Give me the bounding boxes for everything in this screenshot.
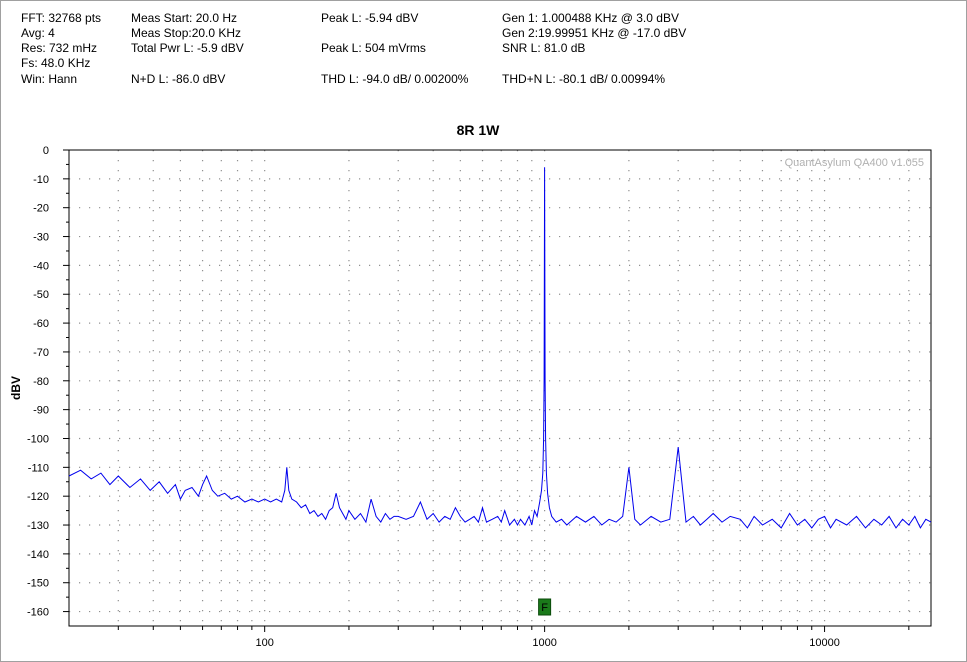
frequency-marker[interactable]: F (538, 598, 552, 616)
y-tick-label: -10 (33, 174, 49, 186)
y-tick-label: -70 (33, 347, 49, 359)
frequency-marker-label: F (541, 602, 548, 614)
y-tick-label: -150 (27, 578, 49, 590)
grid (69, 150, 931, 626)
y-tick-label: -50 (33, 289, 49, 301)
readout-avg: Avg: 4 (21, 26, 55, 40)
spectrum-series-line (68, 167, 932, 529)
readout-snr: SNR L: 81.0 dB (502, 41, 586, 55)
readout-win: Win: Hann (21, 72, 78, 86)
readout-n-plus-d: N+D L: -86.0 dBV (131, 72, 226, 86)
y-tick-label: -130 (27, 520, 49, 532)
plot-area (68, 149, 932, 627)
readout-gen2: Gen 2:19.99951 KHz @ -17.0 dBV (502, 26, 687, 40)
readout-gen1: Gen 1: 1.000488 KHz @ 3.0 dBV (502, 11, 679, 25)
readout-res: Res: 732 mHz (21, 41, 98, 55)
readout-fft: FFT: 32768 pts (21, 11, 102, 25)
readout-fs: Fs: 48.0 KHz (21, 56, 91, 70)
frequency-marker-box[interactable] (538, 598, 552, 616)
y-tick-label: -140 (27, 549, 49, 561)
y-tick-label: -60 (33, 318, 49, 330)
y-axis-label: dBV (9, 376, 23, 400)
axis-ticks (63, 149, 910, 632)
x-tick-label: 1000 (532, 637, 556, 649)
y-tick-label: -120 (27, 491, 49, 503)
readout-peak-dbv: Peak L: -5.94 dBV (321, 11, 419, 25)
readout-thd-plus-n: THD+N L: -80.1 dB/ 0.00994% (502, 72, 666, 86)
x-tick-label: 10000 (809, 637, 840, 649)
readout-total-pwr: Total Pwr L: -5.9 dBV (131, 41, 244, 55)
y-tick-label: -20 (33, 203, 49, 215)
tick-labels: 0 -10 -20 -30 -40 -50 -60 -70 -80 -90 -100 -110 -120… (27, 145, 840, 649)
readout-meas-stop: Meas Stop:20.0 KHz (131, 26, 242, 40)
readout-meas-start: Meas Start: 20.0 Hz (131, 11, 238, 25)
y-tick-label: -110 (28, 462, 49, 474)
y-tick-label: -40 (33, 260, 49, 272)
y-tick-label: -100 (27, 433, 49, 445)
watermark: QuantAsylum QA400 v1.055 (785, 157, 924, 169)
y-tick-label: 0 (43, 145, 49, 157)
y-tick-label: -80 (33, 376, 49, 388)
readout-peak-vrms: Peak L: 504 mVrms (321, 41, 426, 55)
readout-thd: THD L: -94.0 dB/ 0.00200% (321, 72, 469, 86)
y-tick-label: -160 (27, 607, 49, 619)
x-tick-label: 100 (255, 637, 273, 649)
y-tick-label: -30 (33, 232, 49, 244)
y-tick-label: -90 (33, 405, 49, 417)
chart-title: 8R 1W (457, 122, 501, 138)
